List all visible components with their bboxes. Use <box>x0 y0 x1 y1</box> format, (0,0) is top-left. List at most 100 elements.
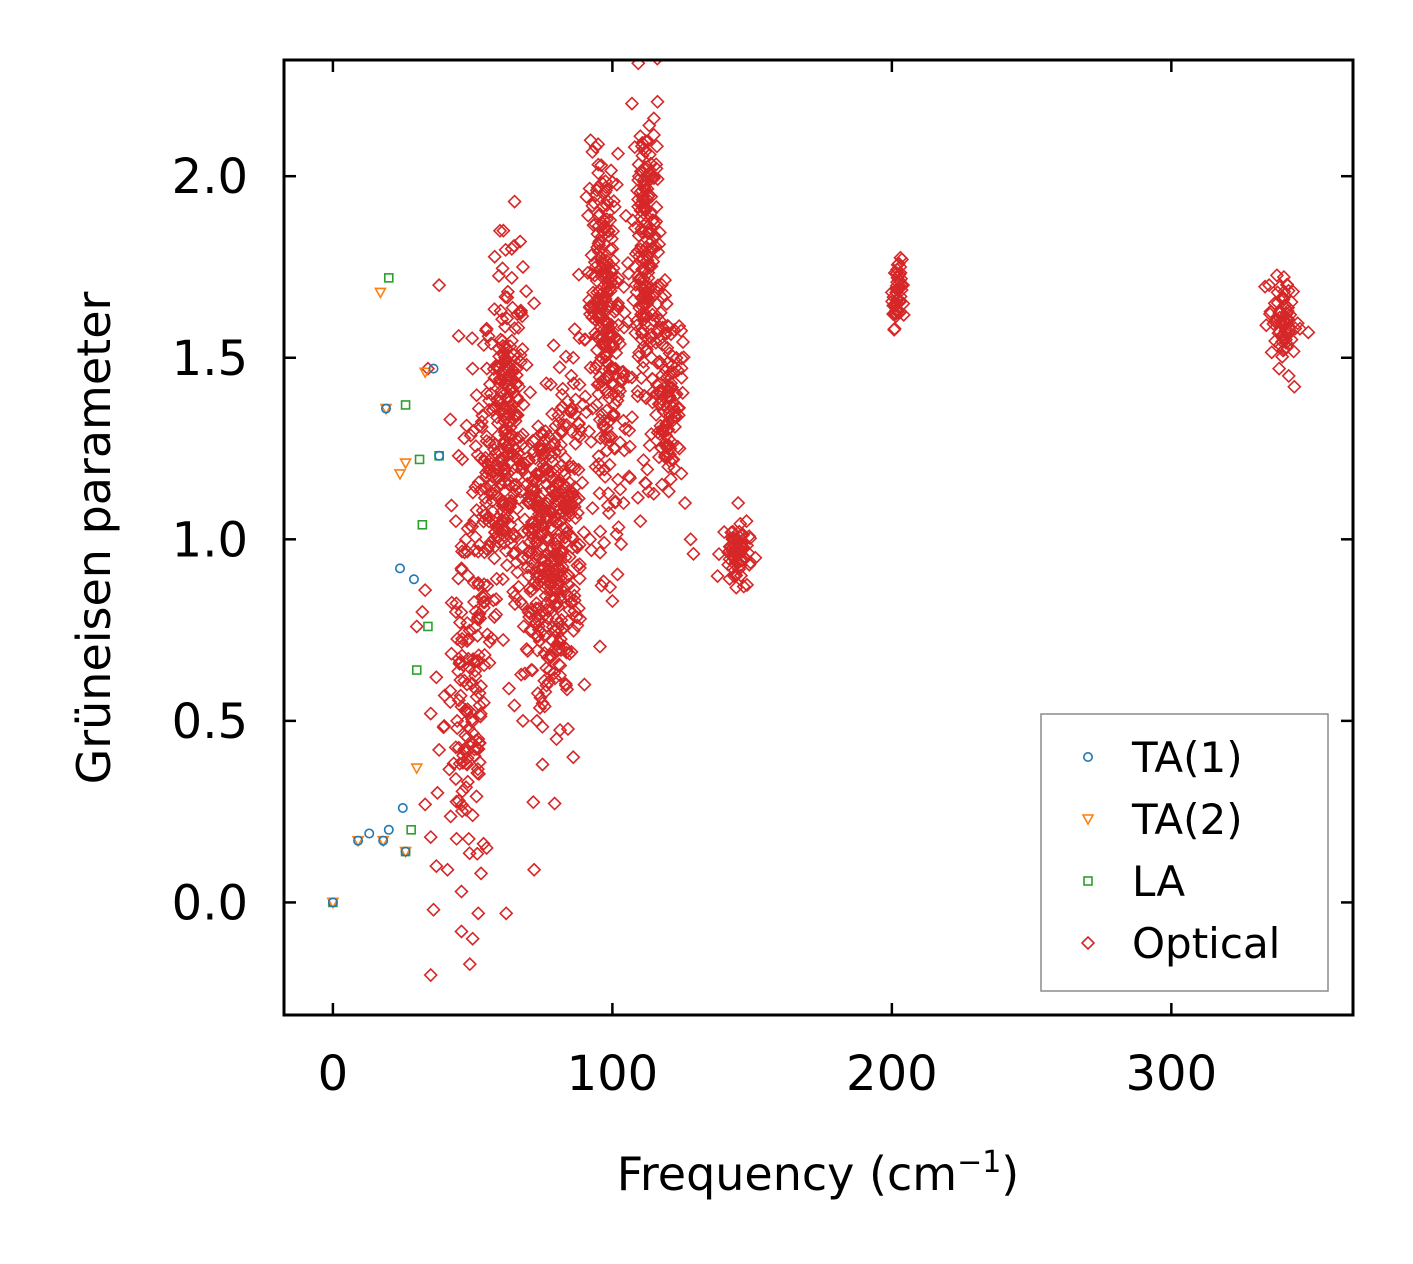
optical-point <box>558 678 574 693</box>
optical-point <box>630 384 645 399</box>
optical-point <box>467 513 482 528</box>
optical-point <box>739 514 754 529</box>
optical-point <box>531 629 546 644</box>
optical-point <box>562 589 577 605</box>
optical-point <box>469 689 484 704</box>
optical-point <box>594 350 609 365</box>
optical-point <box>633 514 648 529</box>
optical-point <box>1288 321 1303 336</box>
optical-point <box>597 535 612 550</box>
optical-point <box>575 475 590 490</box>
optical-point <box>651 60 664 66</box>
x-tick-label: 100 <box>567 1046 659 1102</box>
optical-point <box>610 393 625 408</box>
optical-point <box>624 96 640 111</box>
optical-point <box>606 406 621 421</box>
optical-point <box>530 686 545 701</box>
legend-marker-la <box>1083 876 1093 886</box>
optical-point <box>625 213 640 228</box>
optical-point <box>600 275 615 291</box>
ta-1-point <box>383 824 394 835</box>
optical-point <box>884 285 899 300</box>
optical-point <box>592 486 607 501</box>
optical-point <box>733 516 748 531</box>
optical-point <box>580 265 595 280</box>
optical-point <box>538 684 553 699</box>
optical-point <box>449 831 464 846</box>
optical-point <box>733 539 749 554</box>
optical-point <box>590 180 605 195</box>
optical-point <box>537 497 552 513</box>
optical-point <box>583 133 598 148</box>
optical-point <box>640 225 655 240</box>
optical-point <box>479 361 495 376</box>
optical-point <box>493 303 508 318</box>
optical-point <box>521 495 536 511</box>
optical-point <box>1278 332 1294 347</box>
optical-point <box>468 479 483 495</box>
optical-point <box>556 620 571 635</box>
optical-point <box>736 527 751 542</box>
optical-point <box>568 510 583 526</box>
optical-point <box>468 663 483 679</box>
optical-point <box>479 321 494 336</box>
optical-point <box>547 435 562 450</box>
optical-point <box>543 550 559 565</box>
optical-point <box>602 362 617 377</box>
optical-point <box>473 866 489 881</box>
optical-point <box>457 431 472 446</box>
optical-point <box>529 629 544 644</box>
optical-point <box>552 668 568 683</box>
ta-1-point <box>400 846 411 857</box>
optical-point <box>504 333 519 348</box>
optical-point <box>742 557 757 572</box>
optical-point <box>646 111 661 126</box>
optical-point <box>440 862 455 877</box>
optical-point <box>509 367 524 383</box>
la-point <box>417 519 428 530</box>
optical-point <box>638 476 653 491</box>
optical-point <box>657 436 673 451</box>
optical-point <box>458 532 473 547</box>
ta-2-point <box>374 287 387 300</box>
legend: TA(1) TA(2) LA Optical <box>1040 713 1329 992</box>
optical-point <box>612 435 628 450</box>
optical-point <box>500 371 515 386</box>
optical-point <box>499 311 515 326</box>
optical-point <box>551 415 566 431</box>
optical-point <box>493 404 508 420</box>
optical-point <box>437 688 452 703</box>
optical-point <box>657 272 673 288</box>
optical-point <box>479 840 494 856</box>
optical-point <box>636 453 651 468</box>
optical-point <box>733 530 748 545</box>
optical-point <box>457 545 472 560</box>
x-tick-label: 300 <box>1126 1046 1218 1102</box>
optical-point <box>634 332 650 347</box>
optical-point <box>1281 368 1296 384</box>
optical-point <box>409 619 424 634</box>
optical-point <box>423 706 438 721</box>
la-point <box>400 400 411 410</box>
optical-point <box>635 299 650 315</box>
optical-point <box>1277 315 1293 330</box>
optical-point <box>588 326 603 341</box>
ta-2-point <box>410 763 424 775</box>
optical-point <box>543 574 558 590</box>
optical-point <box>639 284 654 300</box>
optical-point <box>604 376 619 391</box>
optical-point <box>497 353 512 369</box>
y-tick-label: 0.0 <box>172 875 248 931</box>
optical-point <box>493 373 508 388</box>
optical-point <box>451 571 466 586</box>
ta-1-point <box>408 574 419 585</box>
legend-frame <box>1040 713 1329 992</box>
optical-point <box>1287 379 1302 394</box>
optical-point <box>613 482 628 497</box>
optical-point <box>660 340 675 355</box>
optical-point <box>895 278 911 293</box>
optical-point <box>616 320 632 335</box>
optical-point <box>442 762 457 777</box>
legend-entries: TA(1) TA(2) LA Optical <box>1080 733 1280 968</box>
optical-point <box>582 307 598 322</box>
